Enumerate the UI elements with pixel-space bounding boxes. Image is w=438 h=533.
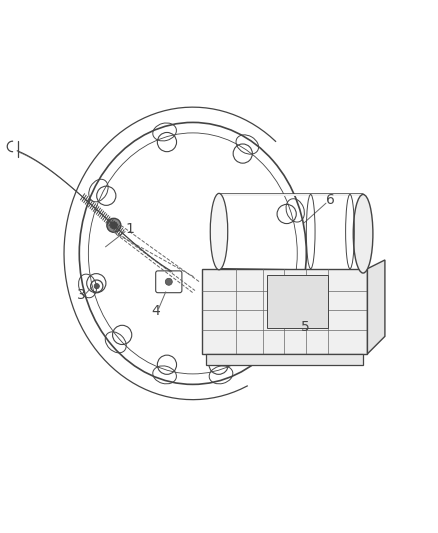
Polygon shape [219,195,363,196]
Text: 3: 3 [77,288,86,302]
Circle shape [339,348,343,352]
Ellipse shape [353,195,373,273]
Circle shape [239,273,243,277]
Ellipse shape [210,193,228,270]
Bar [267,275,328,328]
Circle shape [269,273,274,277]
Text: 5: 5 [301,320,310,334]
Bar [201,269,367,354]
Circle shape [110,222,117,229]
Circle shape [208,273,212,277]
Circle shape [94,284,99,289]
Bar [206,354,363,365]
Circle shape [165,278,172,285]
Text: 1: 1 [125,222,134,237]
Text: 4: 4 [151,304,160,319]
Circle shape [208,348,212,352]
Polygon shape [367,260,385,354]
Text: 6: 6 [326,193,335,207]
Circle shape [107,219,121,232]
Circle shape [269,348,274,352]
